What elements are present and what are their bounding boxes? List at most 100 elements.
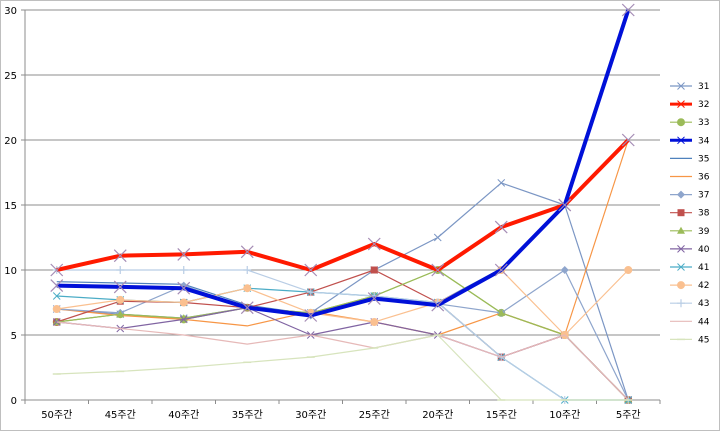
data-point (431, 298, 445, 312)
data-point (113, 280, 127, 294)
data-point (677, 82, 685, 90)
x-tick-label: 50주간 (41, 409, 72, 421)
y-tick-label: 10 (4, 266, 17, 277)
data-point (116, 310, 125, 318)
data-point (179, 315, 188, 324)
data-point (179, 266, 188, 274)
legend-item: 36 (670, 173, 710, 183)
legend-item: 45 (670, 335, 709, 345)
data-point (558, 198, 572, 212)
data-point (433, 233, 442, 242)
y-tick-label: 5 (11, 331, 17, 342)
legend-item: 38 (670, 209, 710, 219)
legend-label: 37 (698, 191, 709, 201)
y-tick-label: 15 (4, 201, 17, 212)
data-point (560, 266, 569, 274)
x-tick-label: 45주간 (105, 409, 136, 421)
data-point (621, 133, 635, 147)
legend-label: 44 (698, 317, 710, 327)
series-line (56, 269, 629, 401)
legend-label: 34 (698, 136, 710, 146)
data-point (240, 301, 254, 315)
legend-label: 32 (698, 100, 709, 110)
data-point (677, 136, 685, 145)
legend-item: 40 (670, 245, 710, 255)
legend-item: 35 (670, 154, 709, 164)
data-point (624, 266, 633, 274)
data-point (497, 308, 506, 316)
legend-item: 33 (670, 118, 709, 128)
data-point (431, 263, 445, 277)
data-point (367, 292, 381, 306)
legend-item: 44 (670, 317, 710, 327)
series-45 (52, 334, 633, 401)
data-point (677, 190, 685, 199)
data-point (52, 292, 61, 300)
legend-label: 33 (698, 118, 709, 128)
data-point (177, 247, 191, 261)
data-point (677, 209, 685, 217)
data-point (370, 266, 378, 274)
series-44 (56, 321, 629, 401)
series-line (56, 269, 629, 401)
data-point (494, 220, 508, 234)
y-tick-label: 30 (4, 6, 17, 17)
series-line (56, 334, 629, 401)
axes: 0 5 10 15 20 25 30 50주간 45주간 40주간 35주간 30주간 25주간 20주간… (4, 6, 661, 421)
data-point (497, 179, 506, 187)
data-point (52, 305, 61, 313)
data-point (304, 309, 318, 322)
data-point (621, 3, 635, 17)
data-point (677, 245, 685, 253)
series-32 (50, 133, 635, 277)
data-point (677, 118, 685, 127)
legend-item: 32 (670, 100, 709, 110)
legend: 31 32 33 34 35 36 37 38 39 40 41 42 43 44 45 (670, 82, 710, 345)
legend-item: 39 (670, 226, 710, 237)
x-tick-label: 5주간 (616, 409, 641, 421)
data-point (177, 281, 191, 295)
series-42 (52, 266, 633, 339)
legend-label: 35 (698, 154, 709, 164)
data-point (677, 281, 685, 290)
data-point (677, 226, 685, 234)
data-point (50, 279, 64, 293)
data-point (50, 263, 64, 277)
series-line (56, 269, 629, 336)
data-point (116, 266, 125, 274)
series-layer (50, 3, 635, 404)
legend-item: 43 (670, 299, 709, 309)
data-point (677, 299, 685, 308)
series-line (56, 138, 630, 272)
legend-label: 39 (698, 227, 710, 237)
data-point (494, 263, 508, 277)
x-tick-label: 10주간 (549, 409, 580, 421)
legend-label: 45 (698, 335, 709, 345)
x-tick-label: 30주간 (295, 409, 326, 421)
legend-label: 38 (698, 209, 710, 219)
x-tick-label: 35주간 (232, 409, 263, 421)
data-point (370, 318, 379, 326)
legend-item: 42 (670, 281, 709, 291)
x-tick-label: 15주간 (486, 409, 517, 421)
data-point (306, 288, 315, 297)
series-line (56, 9, 631, 318)
y-tick-label: 20 (4, 136, 17, 147)
data-point (367, 237, 381, 251)
data-point (240, 245, 254, 259)
legend-label: 40 (698, 245, 710, 255)
legend-item: 37 (670, 190, 709, 201)
data-point (113, 249, 127, 263)
legend-item: 31 (670, 82, 709, 92)
x-tick-label: 20주간 (422, 409, 453, 421)
legend-label: 31 (698, 82, 709, 92)
data-point (116, 295, 125, 304)
data-point (179, 298, 188, 307)
legend-label: 42 (698, 281, 709, 291)
legend-label: 43 (698, 299, 709, 309)
data-point (677, 263, 685, 271)
y-tick-label: 0 (11, 396, 17, 407)
